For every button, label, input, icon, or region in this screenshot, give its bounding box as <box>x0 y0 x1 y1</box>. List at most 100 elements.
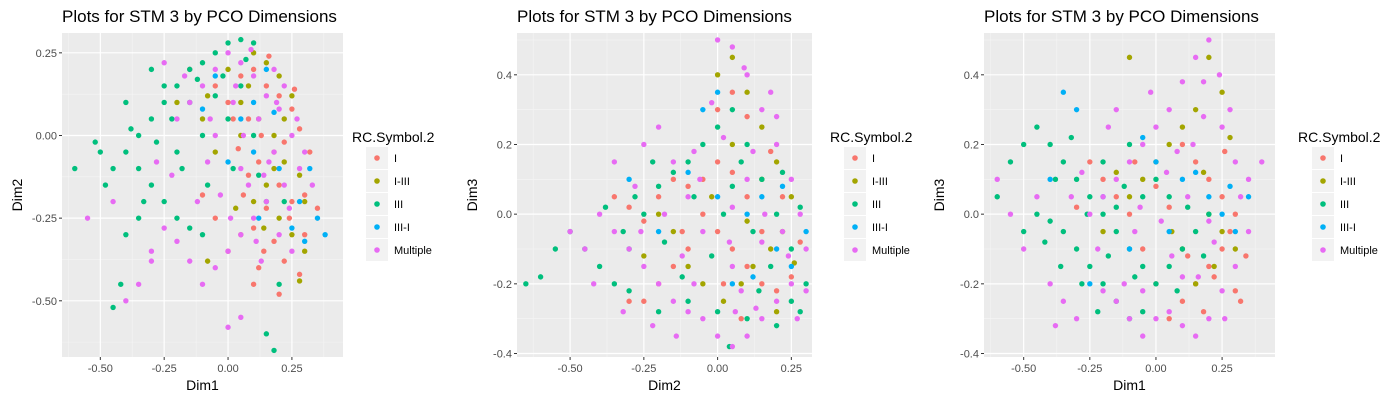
point-iii-i <box>744 211 750 217</box>
point-iii <box>744 315 750 322</box>
point-multiple <box>1219 124 1225 130</box>
point-i <box>768 148 774 155</box>
point-multiple <box>726 239 733 245</box>
point-multiple <box>1190 141 1196 148</box>
point-i-iii <box>641 253 647 259</box>
point-multiple <box>276 106 282 112</box>
point-i-iii <box>759 124 765 130</box>
point-multiple <box>1126 159 1133 165</box>
point-multiple <box>753 305 759 311</box>
point-iii <box>756 288 762 294</box>
point-i-iii <box>212 149 218 155</box>
point-i-iii <box>1179 124 1186 130</box>
point-multiple <box>271 149 277 155</box>
point-multiple <box>582 246 588 252</box>
point-i-iii <box>788 194 795 200</box>
point-i <box>250 281 257 287</box>
point-multiple <box>148 258 155 264</box>
point-i-iii <box>271 165 277 172</box>
point-iii <box>768 263 774 270</box>
y-tick-label: -0.25 <box>32 213 57 225</box>
point-multiple <box>1113 298 1119 304</box>
point-multiple <box>123 298 129 304</box>
legend-key-dot-iii <box>374 201 380 207</box>
point-iii <box>194 76 201 82</box>
legend-label-i-iii: I-III <box>872 176 888 188</box>
point-multiple <box>729 263 736 270</box>
point-multiple <box>1105 124 1112 130</box>
point-multiple <box>1232 263 1239 270</box>
point-i <box>1153 183 1159 189</box>
point-i <box>1243 253 1249 259</box>
point-i <box>1113 194 1119 200</box>
point-multiple <box>225 50 231 56</box>
point-iii <box>148 66 155 73</box>
point-multiple <box>153 159 160 165</box>
point-iii <box>161 99 167 106</box>
point-iii <box>1042 239 1048 245</box>
point-i-iii <box>1166 141 1172 148</box>
point-multiple <box>281 182 287 188</box>
point-multiple <box>1195 274 1201 280</box>
point-multiple <box>661 211 668 217</box>
point-multiple <box>567 228 573 235</box>
y-tick-label: -0.4 <box>493 349 512 361</box>
point-iii <box>1068 134 1074 141</box>
point-iii-i <box>250 99 257 106</box>
point-multiple <box>1020 246 1027 252</box>
point-i-iii <box>1211 263 1217 270</box>
point-i <box>1166 204 1172 210</box>
point-multiple <box>84 215 91 221</box>
point-i-iii <box>1100 228 1106 235</box>
point-multiple <box>794 315 800 322</box>
point-i <box>744 263 750 270</box>
chart-title: Plots for STM 3 by PCO Dimensions <box>984 7 1259 26</box>
point-multiple <box>204 159 211 165</box>
point-iii <box>1166 194 1172 200</box>
point-multiple <box>217 192 224 198</box>
legend-label-iii: III <box>872 199 881 211</box>
point-iii <box>620 228 626 235</box>
x-tick-label: -0.50 <box>1011 363 1036 375</box>
point-iii-i <box>803 228 809 235</box>
point-multiple <box>1100 194 1106 200</box>
point-iii <box>691 194 697 200</box>
point-i <box>1222 148 1228 155</box>
point-multiple <box>1113 106 1119 113</box>
point-iii-i <box>1227 183 1233 189</box>
legend-key-dot-i-iii <box>852 178 858 184</box>
legend-label-multiple: Multiple <box>1340 245 1378 257</box>
point-iii <box>720 211 727 217</box>
scatter-chart-svg: Plots for STM 3 by PCO Dimensions -0.50 -0… <box>9 7 435 393</box>
legend-key-dot-i-iii <box>1320 178 1326 184</box>
point-i-iii <box>709 194 715 200</box>
point-iii-i <box>1126 246 1133 252</box>
point-i <box>738 315 744 322</box>
point-i <box>230 116 236 122</box>
point-i <box>258 132 264 139</box>
point-i <box>212 83 218 89</box>
point-iii-i <box>729 281 736 287</box>
point-iii <box>135 132 142 139</box>
point-multiple <box>199 83 206 89</box>
point-multiple <box>212 66 218 73</box>
point-multiple <box>709 99 715 106</box>
legend-key-dot-i <box>374 155 380 161</box>
point-multiple <box>199 281 206 287</box>
point-multiple <box>1200 79 1207 85</box>
point-i-iii <box>276 215 282 221</box>
point-i <box>714 106 721 113</box>
point-iii <box>626 288 632 294</box>
point-i <box>1227 228 1233 235</box>
legend-label-i: I <box>872 153 875 165</box>
point-i-iii <box>700 281 706 287</box>
point-i <box>1140 246 1146 252</box>
point-iii <box>1073 246 1080 252</box>
scatter-panel-dim1-dim3: Plots for STM 3 by PCO Dimensions -0.50 -0… <box>932 0 1398 400</box>
point-multiple <box>785 253 792 259</box>
point-multiple <box>1140 333 1146 339</box>
point-multiple <box>759 315 765 322</box>
point-multiple <box>1166 309 1172 315</box>
point-i <box>289 106 295 112</box>
point-iii-i <box>714 89 721 95</box>
